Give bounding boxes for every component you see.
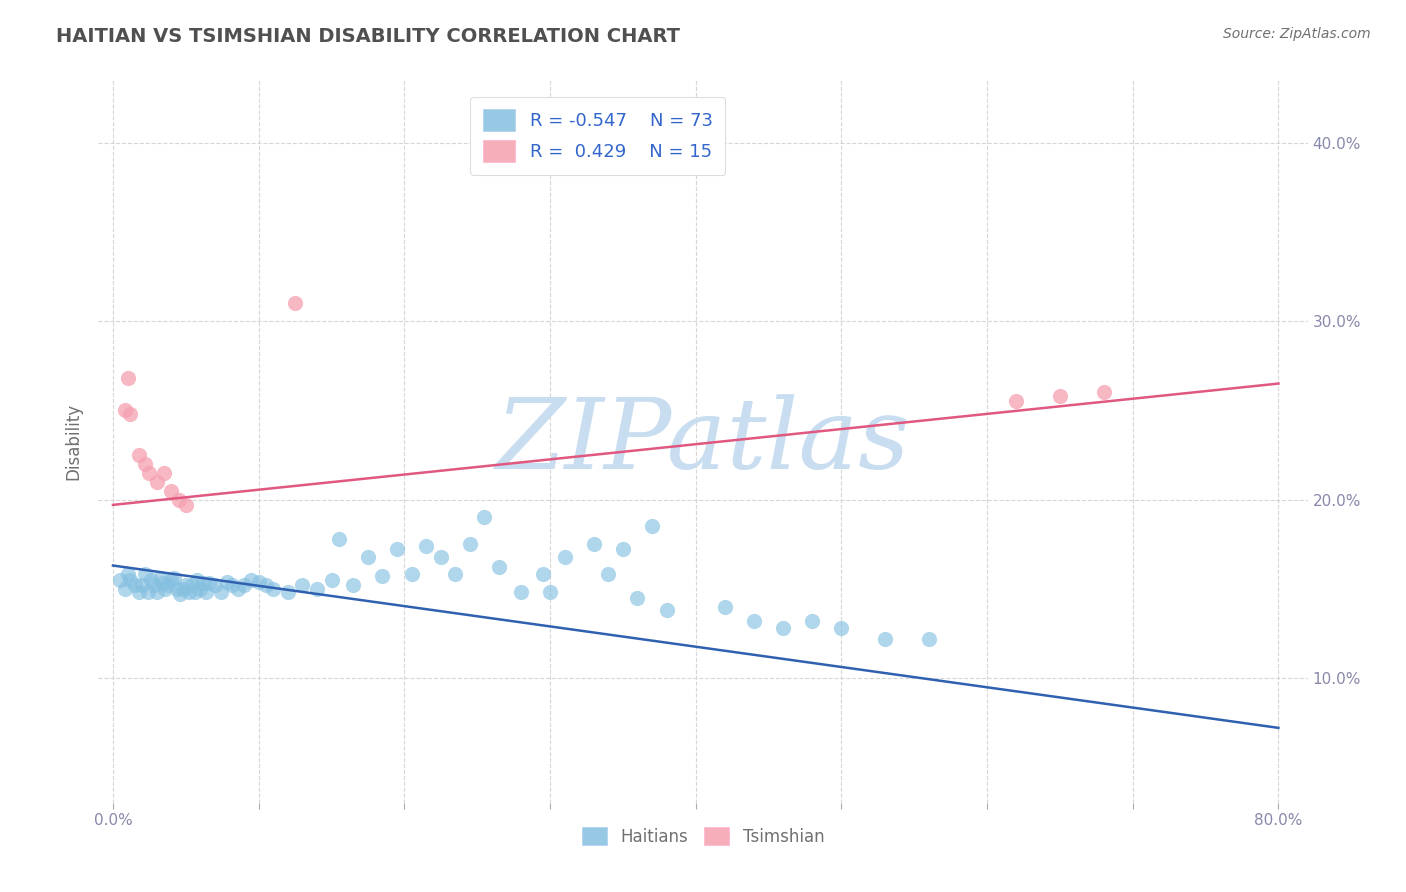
- Text: HAITIAN VS TSIMSHIAN DISABILITY CORRELATION CHART: HAITIAN VS TSIMSHIAN DISABILITY CORRELAT…: [56, 27, 681, 45]
- Point: [120, 573, 142, 587]
- Point: [198, 576, 221, 591]
- Point: [134, 457, 156, 471]
- Point: [145, 475, 167, 489]
- Point: [190, 582, 212, 596]
- Point: [714, 599, 737, 614]
- Point: [174, 578, 197, 592]
- Point: [180, 578, 202, 592]
- Point: [429, 549, 451, 564]
- Point: [254, 578, 277, 592]
- Point: [114, 582, 136, 596]
- Point: [177, 585, 200, 599]
- Point: [134, 567, 156, 582]
- Point: [247, 574, 270, 589]
- Point: [371, 569, 394, 583]
- Point: [612, 542, 634, 557]
- Point: [209, 585, 232, 599]
- Point: [195, 585, 218, 599]
- Point: [554, 549, 576, 564]
- Point: [163, 571, 186, 585]
- Point: [136, 585, 159, 599]
- Point: [138, 466, 160, 480]
- Point: [415, 539, 437, 553]
- Point: [641, 519, 664, 533]
- Point: [291, 578, 314, 592]
- Point: [385, 542, 408, 557]
- Point: [169, 587, 191, 601]
- Point: [240, 573, 263, 587]
- Point: [277, 585, 299, 599]
- Point: [488, 560, 510, 574]
- Point: [875, 632, 897, 646]
- Point: [458, 537, 481, 551]
- Point: [221, 578, 243, 592]
- Point: [131, 578, 153, 592]
- Point: [538, 585, 561, 599]
- Point: [262, 582, 284, 596]
- Point: [153, 466, 176, 480]
- Point: [193, 576, 215, 591]
- Point: [142, 578, 165, 592]
- Point: [215, 574, 238, 589]
- Point: [139, 573, 162, 587]
- Point: [1092, 385, 1115, 400]
- Point: [157, 578, 180, 592]
- Text: ZIPatlas: ZIPatlas: [496, 394, 910, 489]
- Y-axis label: Disability: Disability: [65, 403, 83, 480]
- Text: Source: ZipAtlas.com: Source: ZipAtlas.com: [1223, 27, 1371, 41]
- Point: [117, 567, 139, 582]
- Point: [444, 567, 467, 582]
- Point: [582, 537, 605, 551]
- Point: [152, 576, 174, 591]
- Point: [204, 578, 226, 592]
- Point: [801, 614, 824, 628]
- Point: [183, 585, 205, 599]
- Point: [155, 582, 177, 596]
- Point: [114, 403, 136, 417]
- Point: [226, 582, 249, 596]
- Point: [233, 578, 256, 592]
- Point: [145, 585, 167, 599]
- Point: [1049, 389, 1071, 403]
- Point: [120, 407, 142, 421]
- Point: [128, 448, 150, 462]
- Point: [186, 573, 208, 587]
- Point: [124, 578, 146, 592]
- Point: [110, 573, 132, 587]
- Point: [509, 585, 531, 599]
- Point: [167, 492, 190, 507]
- Point: [166, 582, 188, 596]
- Point: [284, 296, 307, 310]
- Point: [174, 498, 197, 512]
- Point: [830, 621, 852, 635]
- Point: [342, 578, 364, 592]
- Point: [742, 614, 765, 628]
- Point: [149, 571, 172, 585]
- Point: [357, 549, 380, 564]
- Point: [172, 582, 194, 596]
- Point: [772, 621, 794, 635]
- Point: [626, 591, 648, 605]
- Point: [598, 567, 620, 582]
- Point: [328, 532, 350, 546]
- Point: [128, 585, 150, 599]
- Point: [160, 573, 183, 587]
- Point: [918, 632, 941, 646]
- Point: [1005, 394, 1028, 409]
- Point: [160, 483, 183, 498]
- Point: [321, 573, 343, 587]
- Point: [401, 567, 423, 582]
- Point: [474, 510, 496, 524]
- Point: [531, 567, 554, 582]
- Legend: Haitians, Tsimshian: Haitians, Tsimshian: [575, 821, 831, 852]
- Point: [117, 371, 139, 385]
- Point: [305, 582, 328, 596]
- Point: [655, 603, 678, 617]
